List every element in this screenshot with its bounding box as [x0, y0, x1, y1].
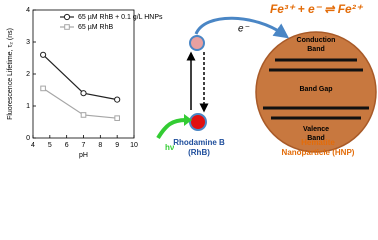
dye-label: Rhodamine B [173, 138, 225, 147]
band-label: Band [307, 135, 325, 142]
data-point [80, 90, 87, 97]
series-line [42, 54, 118, 101]
band-label: Valence [303, 126, 329, 133]
hematite-particle [255, 31, 377, 153]
excited-state [189, 35, 205, 51]
light-arrow [156, 118, 187, 140]
y-axis-label: Fluorescence Lifetime, τ₂ (ns) [7, 28, 14, 120]
y-tick-label: 3 [26, 39, 30, 46]
band-label: Band [307, 46, 325, 53]
data-point [114, 96, 121, 103]
x-tick-label: 5 [48, 142, 52, 149]
data-point [40, 85, 46, 92]
x-tick-label: 9 [115, 142, 119, 149]
legend-marker [63, 13, 71, 21]
x-tick-label: 8 [98, 142, 102, 149]
dye-label: (RhB) [188, 148, 210, 157]
electron-transfer-arrow [194, 16, 290, 39]
particle-label: Hematite [301, 138, 335, 147]
light-label: hν [165, 143, 175, 152]
y-tick-label: 2 [26, 71, 30, 78]
series-line [42, 87, 118, 119]
data-point [114, 115, 120, 121]
x-axis-label: pH [79, 152, 88, 159]
ground-state [189, 113, 207, 131]
figure: 0 1 2 3 4 4 5 6 7 8 9 10 pH Fluorescence Lifetime, τ₂… [7, 2, 377, 159]
data-point [80, 112, 87, 118]
x-tick-label: 10 [130, 142, 138, 149]
equation: Fe³⁺ + e⁻ ⇌ Fe²⁺ [270, 2, 364, 16]
y-tick-label: 1 [26, 103, 30, 110]
data-point [40, 51, 47, 58]
band-label: Band Gap [299, 86, 332, 93]
y-tick-label: 4 [26, 7, 30, 14]
band-label: Conduction [297, 37, 336, 44]
x-tick-label: 6 [65, 142, 69, 149]
legend-marker [64, 24, 70, 30]
x-tick-label: 7 [82, 142, 86, 149]
legend-label: 65 µM RhB + 0.1 g/L HNPs [78, 14, 163, 21]
y-tick-label: 0 [26, 135, 30, 142]
line-chart: 0 1 2 3 4 4 5 6 7 8 9 10 pH Fluorescence Lifetime, τ₂… [7, 7, 163, 159]
diagram: Conduction Band Band Gap Valence Band Fe… [156, 2, 377, 157]
legend-label: 65 µM RhB [78, 24, 113, 31]
particle-label: Nanoparticle (HNP) [282, 148, 355, 157]
light-arrow-head [184, 114, 192, 126]
electron-label: e⁻ [238, 24, 250, 35]
x-tick-label: 4 [31, 142, 35, 149]
